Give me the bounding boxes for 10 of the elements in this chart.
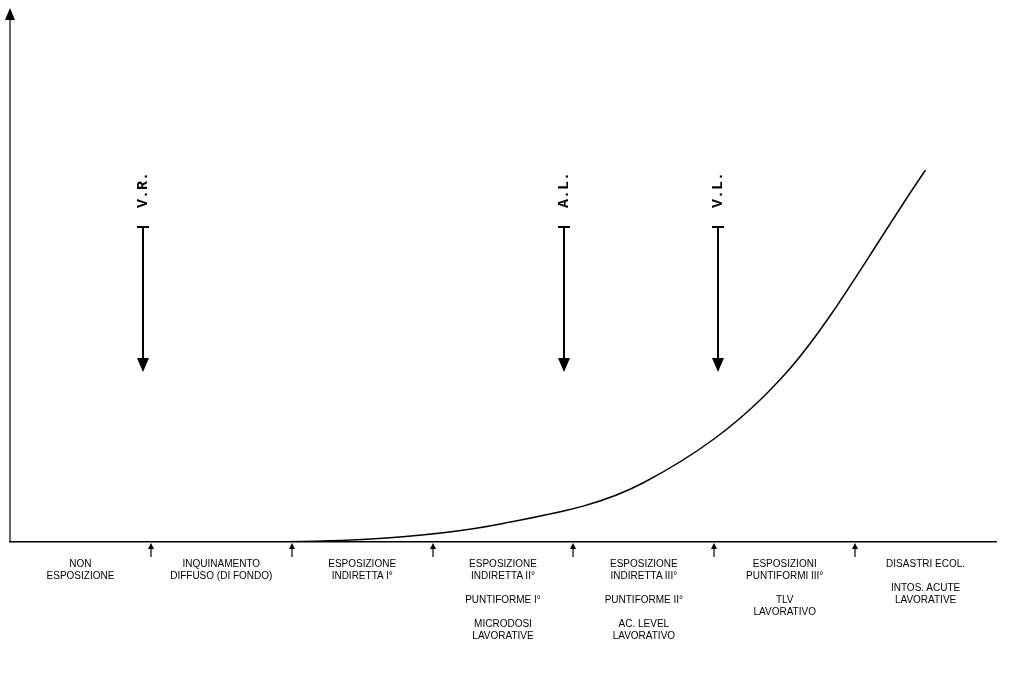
category-label: ESPOSIZIONI PUNTIFORMI III° TLV LAVORATIVO [746,557,824,617]
category-label: DISASTRI ECOL. INTOS. ACUTE LAVORATIVE [886,557,966,605]
annotation: V.L. [709,171,727,208]
x-tick-label: ESPOSIZIONE INDIRETTA I° [328,557,397,581]
annotation: V.R. [134,171,152,208]
x-tick-label: INQUINAMENTO DIFFUSO (DI FONDO) [170,557,273,581]
category-label: ESPOSIZIONE INDIRETTA II° PUNTIFORME I° MICRODOSI LAVORATIVE [465,557,541,641]
annotation: A.L. [555,171,573,208]
category-label: ESPOSIZIONE INDIRETTA III° PUNTIFORME II° AC. LEVEL LAVORATIVO [604,557,684,641]
x-tick-label: NON ESPOSIZIONE [46,557,115,581]
